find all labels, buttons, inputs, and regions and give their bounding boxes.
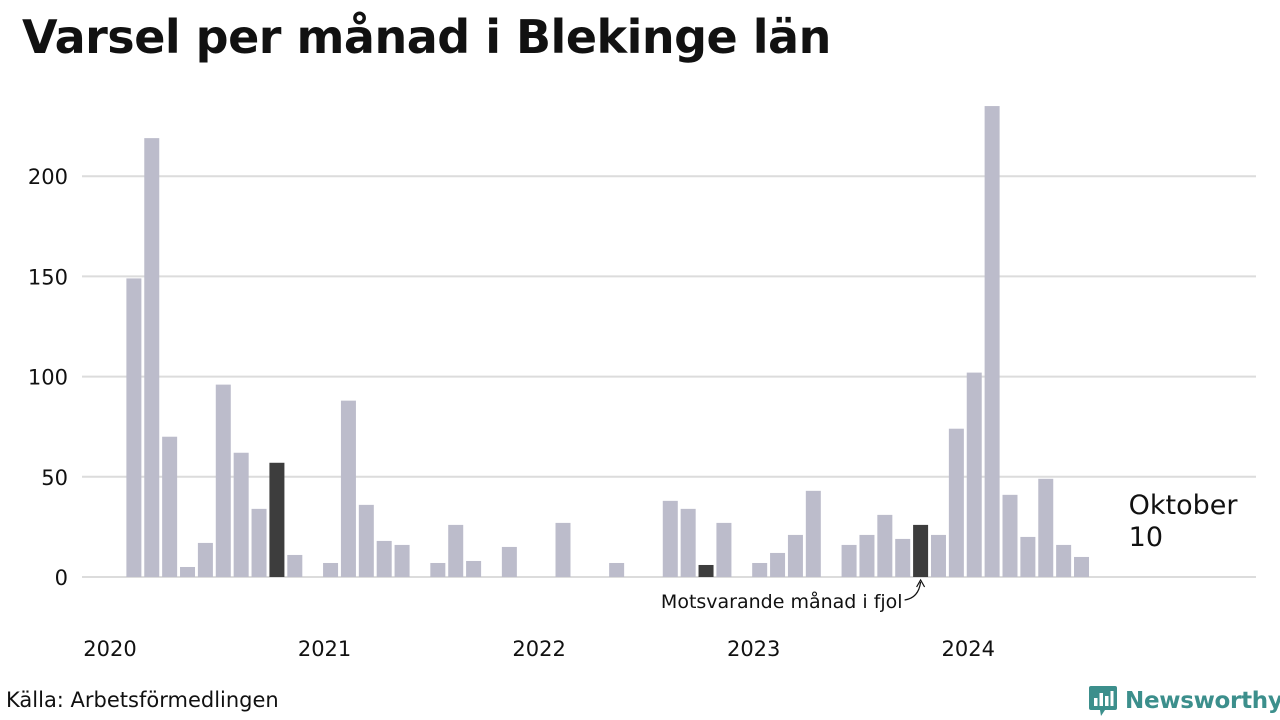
- bar: [1074, 556, 1090, 577]
- bar: [1038, 478, 1054, 577]
- bar: [752, 562, 768, 577]
- chart-title: Varsel per månad i Blekinge län: [22, 10, 831, 64]
- bar-same-month-last-year: [913, 524, 929, 577]
- x-axis-ticks: 2020 2021 2022 2023 2024: [83, 637, 995, 661]
- newsworthy-logo-icon: [1089, 686, 1117, 716]
- y-tick-label: 100: [28, 366, 68, 390]
- bar-same-month-last-year: [269, 462, 285, 577]
- bar: [144, 138, 160, 577]
- x-tick-label: 2022: [512, 637, 565, 661]
- bars: [126, 106, 1090, 577]
- bar: [466, 560, 482, 577]
- bar: [126, 278, 142, 577]
- bar-chart: 0 50 100 150 200 2020 2021 2022 2023 2024 Oktobe…: [28, 106, 1256, 661]
- bar: [805, 490, 821, 577]
- bar: [215, 384, 231, 577]
- bar-same-month-last-year: [698, 564, 714, 577]
- x-tick-label: 2024: [942, 637, 995, 661]
- bar: [394, 544, 410, 577]
- y-axis-ticks: 0 50 100 150 200: [28, 165, 68, 590]
- bar: [180, 566, 196, 577]
- y-tick-label: 0: [55, 566, 68, 590]
- bar: [340, 400, 356, 577]
- bar: [662, 500, 678, 577]
- annotation-arrowhead: [916, 578, 926, 588]
- bar: [555, 522, 571, 577]
- bar: [716, 522, 732, 577]
- bar: [287, 554, 303, 577]
- bar: [1020, 536, 1036, 577]
- last-year-annotation: Motsvarande månad i fjol: [661, 578, 926, 613]
- bar: [501, 546, 517, 577]
- bar: [358, 504, 374, 577]
- bar: [162, 436, 178, 577]
- bar: [948, 428, 964, 577]
- y-tick-label: 200: [28, 165, 68, 189]
- bar: [984, 106, 1000, 577]
- x-tick-label: 2020: [83, 637, 136, 661]
- bar: [859, 534, 875, 577]
- bar: [1056, 544, 1072, 577]
- bar: [376, 540, 392, 577]
- annotation-arrow: [904, 581, 922, 601]
- bar: [609, 562, 625, 577]
- last-year-annotation-text: Motsvarande månad i fjol: [661, 590, 903, 613]
- x-tick-label: 2023: [727, 637, 780, 661]
- bar: [680, 508, 696, 577]
- source-credit: Källa: Arbetsförmedlingen: [6, 688, 279, 712]
- y-tick-label: 150: [28, 265, 68, 289]
- bar: [930, 534, 946, 577]
- x-tick-label: 2021: [298, 637, 351, 661]
- bar: [787, 534, 803, 577]
- bar: [323, 562, 339, 577]
- bar: [841, 544, 857, 577]
- bar: [430, 562, 446, 577]
- bar: [1002, 494, 1018, 577]
- latest-value-label: 10: [1129, 522, 1163, 553]
- bar: [233, 452, 249, 577]
- bar: [251, 508, 267, 577]
- y-tick-label: 50: [41, 466, 68, 490]
- latest-month-label: Oktober: [1129, 490, 1239, 521]
- bar: [770, 552, 786, 577]
- latest-value-callout: Oktober 10: [1129, 490, 1239, 553]
- brand-name: Newsworthy: [1125, 688, 1280, 714]
- bar: [197, 542, 213, 577]
- bar: [895, 538, 911, 577]
- bar: [448, 524, 464, 577]
- bar: [966, 372, 982, 577]
- bar: [877, 514, 893, 577]
- brand-logo: Newsworthy: [1088, 684, 1280, 718]
